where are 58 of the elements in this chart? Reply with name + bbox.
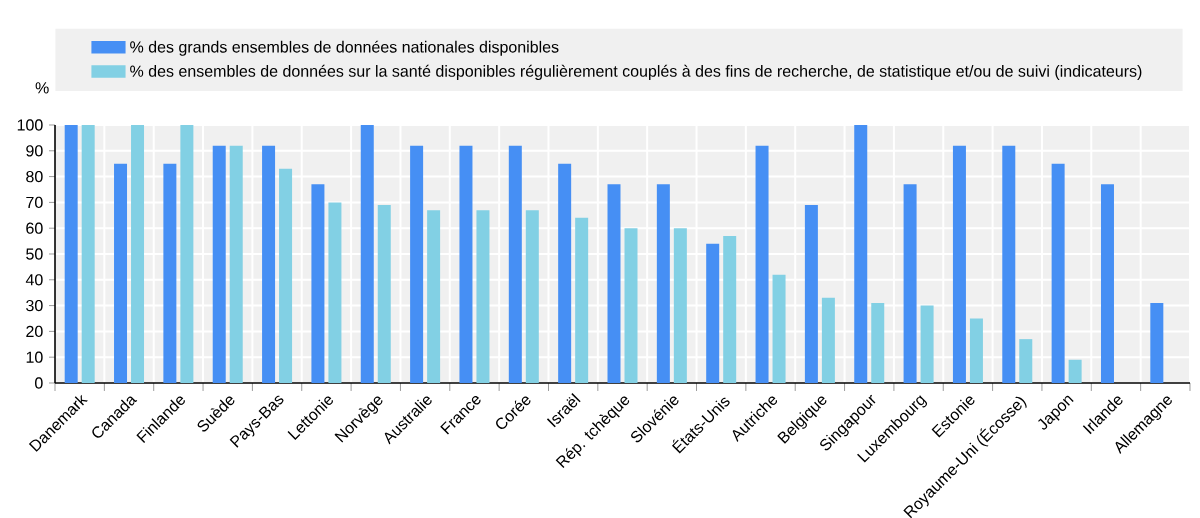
bar xyxy=(131,125,145,383)
y-tick-label: 10 xyxy=(26,351,43,363)
bar xyxy=(229,145,243,383)
legend-label: % des grands ensembles de données nationales disponibles xyxy=(130,40,559,56)
bar xyxy=(673,228,687,383)
y-tick-label: 90 xyxy=(26,145,43,157)
bar xyxy=(969,318,983,383)
bar xyxy=(163,163,177,383)
bar xyxy=(1068,359,1082,383)
bar xyxy=(1100,184,1114,383)
bar xyxy=(180,125,194,383)
y-tick-label: 60 xyxy=(26,222,43,234)
y-tick-label: 30 xyxy=(26,299,43,312)
bar xyxy=(508,145,522,383)
legend-label: % des ensembles de données sur la santé disponibles régulièrement couplés à des fins de recherche, de statistique et/ou de suivi (indicateurs) xyxy=(130,64,1142,80)
y-tick-label: 100 xyxy=(17,119,43,131)
bar xyxy=(607,184,621,383)
y-tick-label: 0 xyxy=(35,377,43,389)
bar xyxy=(1051,163,1065,383)
bar xyxy=(920,305,934,383)
bar xyxy=(656,184,670,383)
y-tick-label: 40 xyxy=(25,274,43,286)
bar xyxy=(360,125,374,383)
y-axis-title: % xyxy=(35,82,49,94)
bar xyxy=(427,210,441,383)
bar xyxy=(64,125,78,383)
bar xyxy=(706,243,720,383)
bar xyxy=(262,145,276,383)
bar xyxy=(952,145,966,383)
y-tick-label: 50 xyxy=(26,248,43,260)
bar xyxy=(476,210,490,383)
bar xyxy=(558,163,572,383)
bar xyxy=(575,217,589,383)
bar xyxy=(114,163,128,383)
bar xyxy=(1002,145,1016,383)
bar xyxy=(377,204,391,383)
bar xyxy=(279,168,293,383)
bar xyxy=(854,125,868,383)
bar xyxy=(772,274,786,383)
bar xyxy=(1019,339,1033,383)
bar xyxy=(804,204,818,383)
bar xyxy=(311,184,325,383)
bar xyxy=(212,145,226,383)
bar xyxy=(755,145,769,383)
bar xyxy=(410,145,424,383)
y-tick-label: 80 xyxy=(26,170,43,183)
bar xyxy=(81,125,95,383)
y-tick-label: 20 xyxy=(26,325,43,338)
bar xyxy=(871,303,885,383)
bar xyxy=(525,210,539,383)
bar xyxy=(459,145,473,383)
bar xyxy=(903,184,917,383)
bar xyxy=(1150,303,1164,383)
bar xyxy=(821,297,835,383)
bar xyxy=(328,202,342,383)
bar xyxy=(624,228,638,383)
bar xyxy=(723,235,737,383)
y-tick-label: 70 xyxy=(26,196,43,209)
